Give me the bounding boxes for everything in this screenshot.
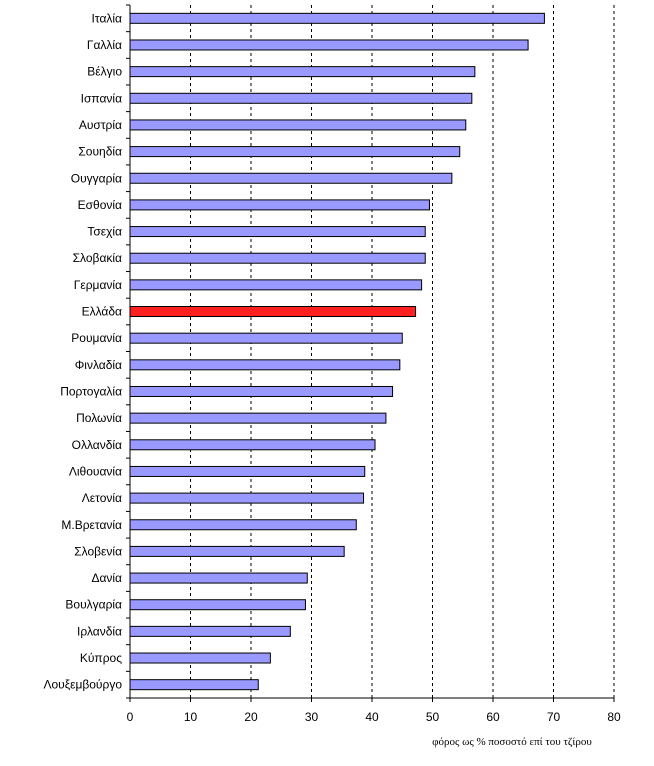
bar-Αυστρία [129, 119, 467, 131]
category-label: Κύπρος [80, 651, 122, 665]
bar-Σουηδία [129, 146, 461, 158]
category-label: Λιθουανία [69, 464, 122, 478]
bar-Τσεχία [129, 226, 426, 238]
x-tick-label: 20 [244, 710, 258, 724]
x-tick-label: 30 [305, 710, 319, 724]
bar-Ρουμανία [129, 332, 403, 344]
bar-Κύπρος [129, 652, 271, 664]
category-label: Φινλαδία [75, 358, 122, 372]
category-label: Δανία [91, 571, 122, 585]
x-tick-label: 60 [486, 710, 500, 724]
category-label: Λουξεμβούργο [43, 678, 122, 692]
x-tick-labels: 0 10 20 30 40 50 60 70 80 [127, 710, 621, 724]
bar-Λιθουανία [129, 465, 366, 477]
category-label: Σλοβακία [73, 251, 122, 265]
category-label: Γαλλία [87, 38, 122, 52]
bars [129, 12, 545, 691]
category-label: Ουγγαρία [71, 171, 122, 185]
x-tick-label: 80 [607, 710, 621, 724]
category-label: Πολωνία [76, 411, 122, 425]
category-label: Λετονία [82, 491, 122, 505]
category-label: Γερμανία [74, 278, 122, 292]
category-label: Βουλγαρία [65, 598, 122, 612]
x-tick-label: 70 [547, 710, 561, 724]
bar-Σλοβακία [129, 252, 426, 264]
x-tick-label: 0 [127, 710, 134, 724]
bar-Ολλανδία [129, 439, 376, 451]
bar-Γερμανία [129, 279, 423, 291]
x-axis-title: φόρος ως % ποσοστό επί του τζίρου [432, 736, 592, 748]
gridlines [190, 5, 615, 698]
category-label: Ιρλανδία [77, 624, 122, 638]
axes [126, 4, 615, 702]
bar-Γαλλία [129, 39, 529, 51]
x-tick-label: 10 [184, 710, 198, 724]
bar-Φινλαδία [129, 359, 401, 371]
category-label: Αυστρία [79, 118, 122, 132]
category-label: Εσθονία [78, 198, 122, 212]
bar-Ισπανία [129, 92, 473, 104]
bar-Ουγγαρία [129, 172, 453, 184]
bar-Ιρλανδία [129, 625, 291, 637]
bar-Λουξεμβούργο [129, 679, 259, 691]
x-tick-label: 50 [426, 710, 440, 724]
category-label: Πορτογαλία [60, 384, 122, 398]
category-labels: Ιταλία Γαλλία Βέλγιο Ισπανία Αυστρία Σουηδία Ο… [43, 11, 122, 691]
category-label: Σουηδία [78, 145, 122, 159]
category-label: Σλοβενία [74, 544, 122, 558]
bar-Βουλγαρία [129, 599, 306, 611]
bar-Πορτογαλία [129, 385, 394, 397]
bar-Ιταλία [129, 12, 545, 24]
category-label: Ισπανία [81, 91, 122, 105]
bar-Σλοβενία [129, 545, 345, 557]
category-label: Βέλγιο [87, 65, 122, 79]
bar-Βέλγιο [129, 66, 476, 78]
category-label: Μ.Βρετανία [61, 518, 122, 532]
category-label: Τσεχία [87, 225, 122, 239]
bar-Μ.Βρετανία [129, 519, 357, 531]
x-tick-label: 40 [365, 710, 379, 724]
bar-Δανία [129, 572, 308, 584]
bar-Πολωνία [129, 412, 387, 424]
bar-Ελλάδα [129, 306, 417, 318]
category-label: Ιταλία [92, 11, 123, 25]
category-label: Ολλανδία [72, 438, 122, 452]
category-label: Ρουμανία [71, 331, 122, 345]
bar-Λετονία [129, 492, 365, 504]
category-label: Ελλάδα [82, 305, 122, 319]
bar-Εσθονία [129, 199, 430, 211]
